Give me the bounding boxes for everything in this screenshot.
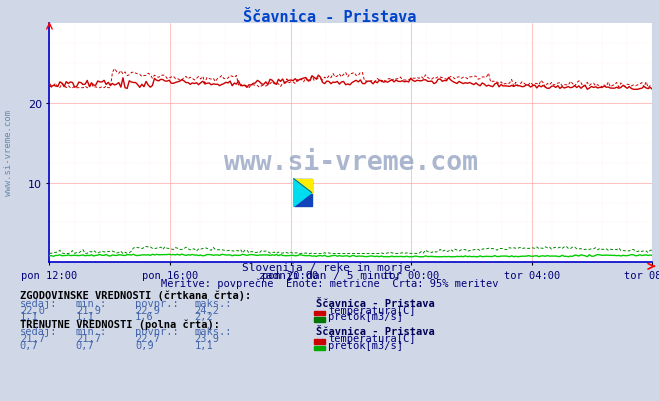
Text: 1,1: 1,1: [76, 312, 94, 322]
Text: 0,9: 0,9: [135, 340, 154, 350]
Text: 0,7: 0,7: [76, 340, 94, 350]
Text: pretok[m3/s]: pretok[m3/s]: [328, 312, 403, 322]
Text: zadnji dan / 5 minut.: zadnji dan / 5 minut.: [258, 271, 401, 281]
Text: 21,7: 21,7: [20, 333, 45, 343]
Text: maks.:: maks.:: [194, 298, 232, 308]
Bar: [294, 179, 312, 207]
Text: min.:: min.:: [76, 298, 107, 308]
Text: www.si-vreme.com: www.si-vreme.com: [4, 109, 13, 195]
Text: 0,7: 0,7: [20, 340, 38, 350]
Text: Meritve: povprečne  Enote: metrične  Črta: 95% meritev: Meritve: povprečne Enote: metrične Črta:…: [161, 277, 498, 289]
Text: ZGODOVINSKE VREDNOSTI (črtkana črta):: ZGODOVINSKE VREDNOSTI (črtkana črta):: [20, 290, 251, 301]
Text: maks.:: maks.:: [194, 326, 232, 336]
Text: povpr.:: povpr.:: [135, 298, 179, 308]
Text: temperatura[C]: temperatura[C]: [328, 305, 416, 315]
Text: Ščavnica - Pristava: Ščavnica - Pristava: [316, 298, 435, 308]
Text: 21,7: 21,7: [76, 333, 101, 343]
Text: pretok[m3/s]: pretok[m3/s]: [328, 340, 403, 350]
Text: 2,2: 2,2: [194, 312, 213, 322]
Text: 1,6: 1,6: [135, 312, 154, 322]
Text: 21,9: 21,9: [76, 305, 101, 315]
Text: sedaj:: sedaj:: [20, 326, 57, 336]
Text: 23,9: 23,9: [194, 333, 219, 343]
Text: 22,7: 22,7: [135, 333, 160, 343]
Text: Slovenija / reke in morje.: Slovenija / reke in morje.: [242, 263, 417, 273]
Text: 22,0: 22,0: [20, 305, 45, 315]
Text: min.:: min.:: [76, 326, 107, 336]
Text: temperatura[C]: temperatura[C]: [328, 333, 416, 343]
Polygon shape: [294, 179, 312, 207]
Text: povpr.:: povpr.:: [135, 326, 179, 336]
Text: sedaj:: sedaj:: [20, 298, 57, 308]
Text: 24,2: 24,2: [194, 305, 219, 315]
Text: Ščavnica - Pristava: Ščavnica - Pristava: [243, 10, 416, 25]
Text: www.si-vreme.com: www.si-vreme.com: [224, 150, 478, 175]
Text: TRENUTNE VREDNOSTI (polna črta):: TRENUTNE VREDNOSTI (polna črta):: [20, 318, 219, 329]
Text: 1,1: 1,1: [20, 312, 38, 322]
Text: Ščavnica - Pristava: Ščavnica - Pristava: [316, 326, 435, 336]
Text: 1,1: 1,1: [194, 340, 213, 350]
Polygon shape: [294, 179, 312, 193]
Text: 22,9: 22,9: [135, 305, 160, 315]
